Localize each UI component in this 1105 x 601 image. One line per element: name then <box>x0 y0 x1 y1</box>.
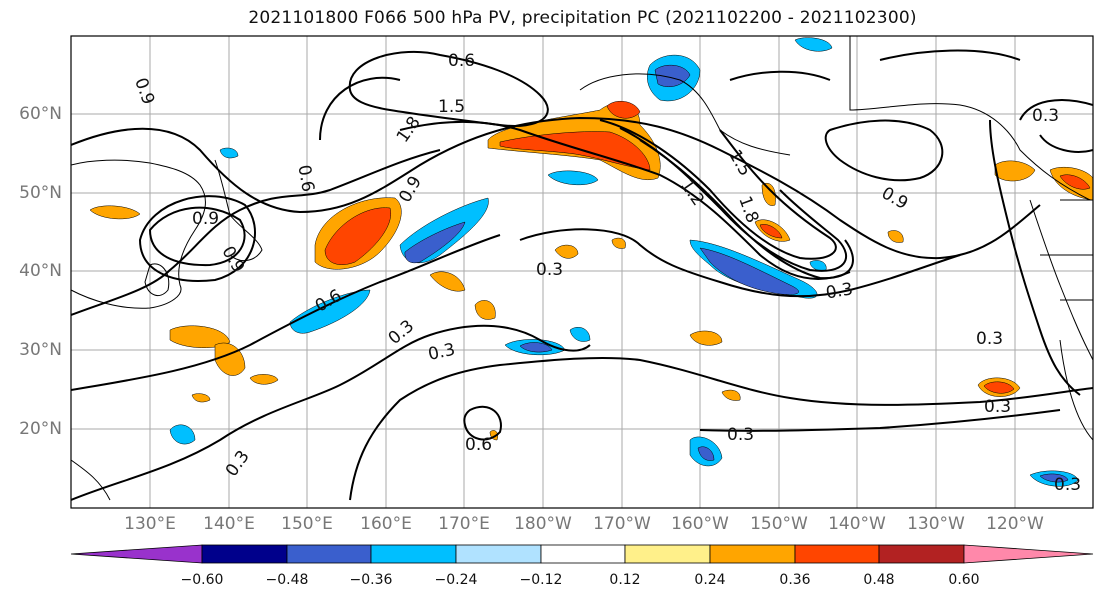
colorbar-tick-label: −0.12 <box>519 572 563 588</box>
contour-label: 0.9 <box>192 209 219 229</box>
contour-label: 1.5 <box>438 97 465 117</box>
contour-label: 0.3 <box>984 397 1011 417</box>
lon-label: 130°E <box>124 514 176 534</box>
coastlines <box>71 36 1093 501</box>
lon-label: 150°W <box>750 514 808 534</box>
colorbar-swatch <box>624 544 711 564</box>
pv-contours <box>71 49 1093 501</box>
colorbar-swatch <box>70 544 203 564</box>
contour-label: 0.6 <box>293 163 317 193</box>
lon-label: 170°E <box>438 514 490 534</box>
lat-label: 50°N <box>19 183 62 203</box>
colorbar-tick-label: −0.60 <box>180 572 224 588</box>
colorbar-swatch <box>370 544 457 564</box>
colorbar-tick-label: 0.12 <box>609 572 641 588</box>
colorbar-swatch <box>540 544 626 564</box>
map-frame <box>70 35 1094 509</box>
lon-label: 160°E <box>360 514 412 534</box>
colorbar-swatch <box>794 544 880 564</box>
colorbar-tick-label: 0.24 <box>694 572 726 588</box>
colorbar-tick-label: 0.60 <box>948 572 980 588</box>
lon-label: 180°W <box>514 514 572 534</box>
colorbar-swatch <box>709 544 796 564</box>
lon-label: 170°W <box>593 514 651 534</box>
lon-label: 130°W <box>907 514 965 534</box>
map-title: 2021101800 F066 500 hPa PV, precipitatio… <box>248 8 917 28</box>
colorbar <box>70 544 1094 564</box>
colorbar-tick-label: 0.36 <box>779 572 811 588</box>
contour-label: 0.3 <box>1054 475 1081 495</box>
colorbar-swatch <box>963 544 1094 564</box>
lat-label: 30°N <box>19 340 62 360</box>
contour-label: 0.6 <box>448 51 475 71</box>
colorbar-swatch <box>455 544 542 564</box>
colorbar-tick-label: −0.36 <box>349 572 393 588</box>
lon-label: 140°E <box>203 514 255 534</box>
lat-label: 20°N <box>19 419 62 439</box>
lat-label: 40°N <box>19 261 62 281</box>
colorbar-tick-label: 0.48 <box>863 572 895 588</box>
lon-label: 150°E <box>281 514 333 534</box>
colorbar-tick-label: −0.24 <box>434 572 478 588</box>
contour-label: 0.3 <box>536 260 563 280</box>
colorbar-tick-label: −0.48 <box>265 572 309 588</box>
lon-label: 140°W <box>828 514 886 534</box>
precip-shading <box>89 37 1093 487</box>
contour-label: 0.3 <box>1032 106 1059 126</box>
lat-label: 60°N <box>19 104 62 124</box>
contour-label: 0.3 <box>824 279 854 303</box>
contour-label: 0.3 <box>976 329 1003 349</box>
colorbar-swatch <box>201 544 288 564</box>
lon-label: 160°W <box>671 514 729 534</box>
contour-label: 0.6 <box>465 435 492 455</box>
colorbar-swatch <box>878 544 965 564</box>
colorbar-swatch <box>286 544 372 564</box>
contour-label: 0.3 <box>727 425 754 445</box>
lon-label: 120°W <box>986 514 1044 534</box>
